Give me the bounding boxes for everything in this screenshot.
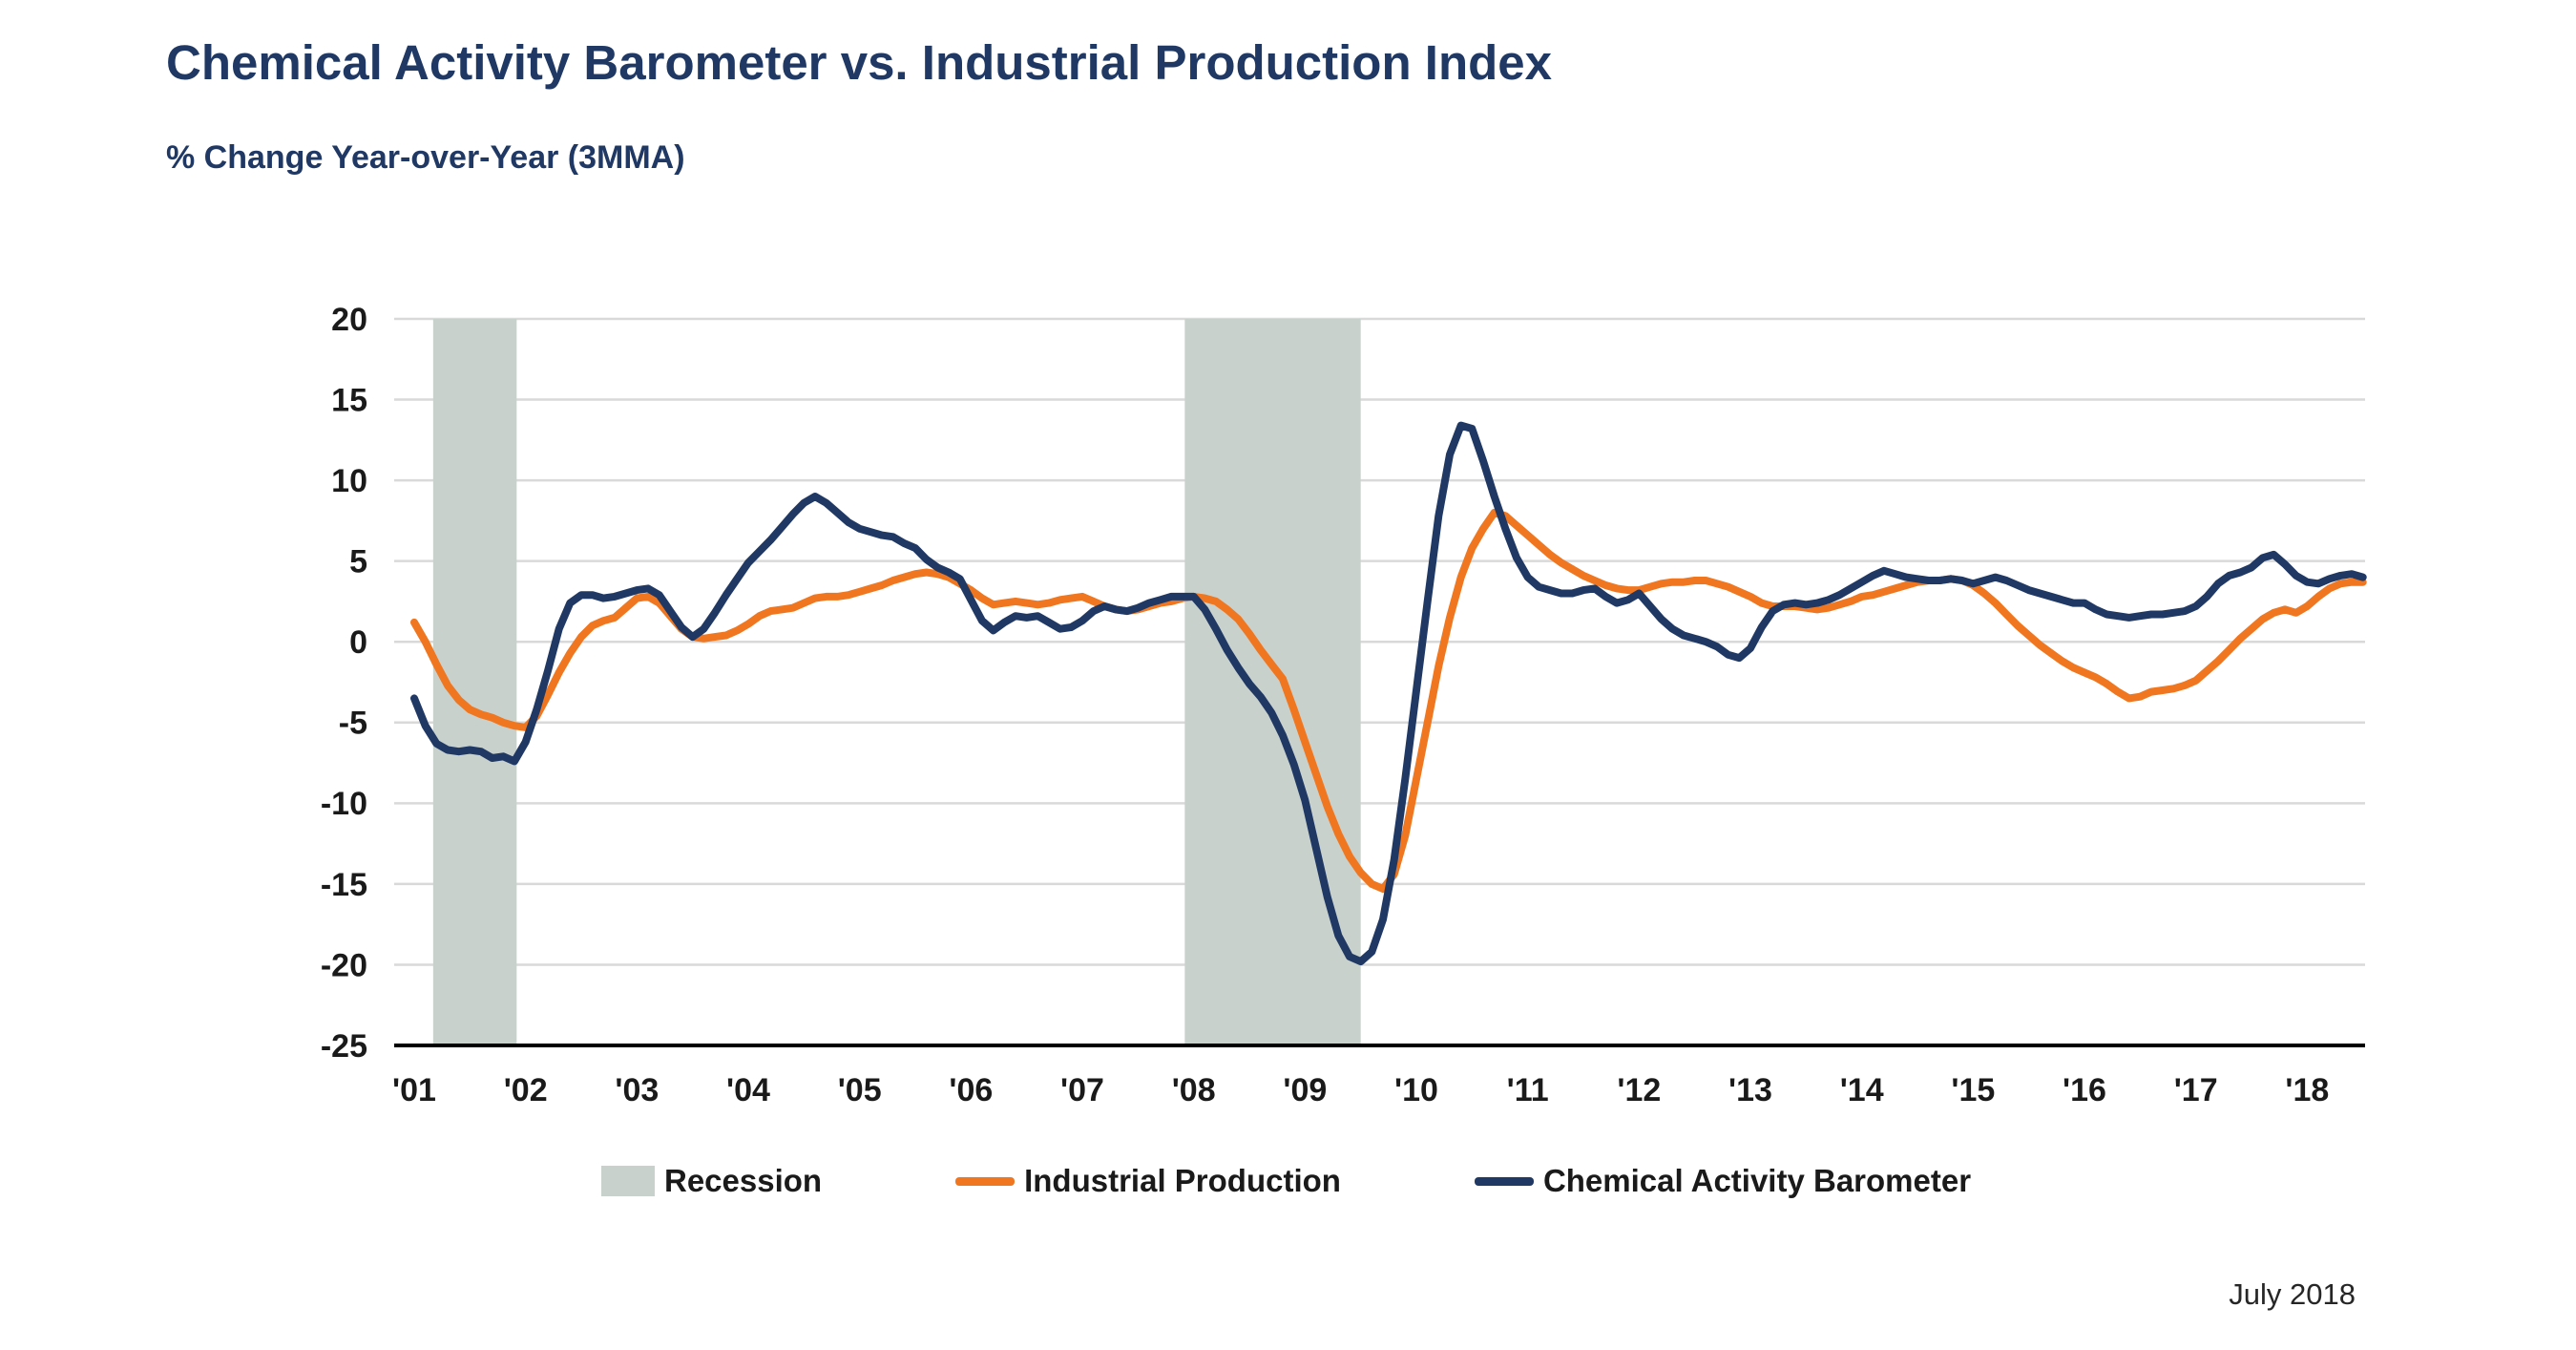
legend-item-recession: Recession [601,1163,822,1199]
legend-label-cab: Chemical Activity Barometer [1542,1163,1972,1198]
footer-date: July 2018 [2229,1277,2356,1311]
recession-band [1184,319,1361,1045]
legend-label-recession: Recession [664,1163,823,1198]
x-tick-label: '12 [1617,1072,1661,1108]
x-tick-label: '13 [1728,1072,1772,1108]
legend-item-cab: Chemical Activity Barometer [1474,1163,1972,1199]
x-tick-label: '18 [2285,1072,2329,1108]
x-tick-label: '14 [1840,1072,1884,1108]
y-tick-label: 0 [349,624,367,661]
page-subtitle: % Change Year-over-Year (3MMA) [166,139,685,176]
x-tick-label: '01 [392,1072,436,1108]
y-tick-label: -25 [321,1028,367,1065]
y-tick-label: -5 [339,706,367,742]
y-tick-label: -20 [321,947,367,983]
x-tick-label: '16 [2063,1072,2106,1108]
x-tick-label: '05 [838,1072,882,1108]
x-tick-label: '17 [2174,1072,2218,1108]
recession-swatch [601,1166,655,1196]
cab-swatch [1474,1176,1534,1186]
page-title: Chemical Activity Barometer vs. Industri… [166,35,1552,90]
x-tick-label: '02 [504,1072,548,1108]
x-tick-label: '04 [726,1072,770,1108]
x-tick-label: '11 [1507,1072,1549,1108]
y-tick-label: -10 [321,786,367,822]
x-tick-label: '03 [615,1072,659,1108]
x-tick-label: '09 [1283,1072,1327,1108]
x-tick-label: '06 [949,1072,993,1108]
y-tick-label: -15 [321,867,367,903]
y-tick-label: 15 [331,382,367,418]
chart-legend: Recession Industrial Production Chemical… [601,1163,1971,1199]
industrial-production-swatch [955,1176,1016,1186]
x-tick-label: '10 [1394,1072,1438,1108]
x-tick-label: '08 [1172,1072,1216,1108]
y-tick-label: 10 [331,463,367,499]
series-line-industrial-production [410,508,2367,893]
x-tick-label: '07 [1060,1072,1104,1108]
legend-label-industrial-production: Industrial Production [1024,1163,1341,1198]
series-line-chemical-activity-barometer [410,421,2367,966]
y-tick-label: 5 [349,544,367,580]
y-tick-label: 20 [331,302,367,338]
legend-item-industrial-production: Industrial Production [955,1163,1341,1199]
x-tick-label: '15 [1951,1072,1995,1108]
